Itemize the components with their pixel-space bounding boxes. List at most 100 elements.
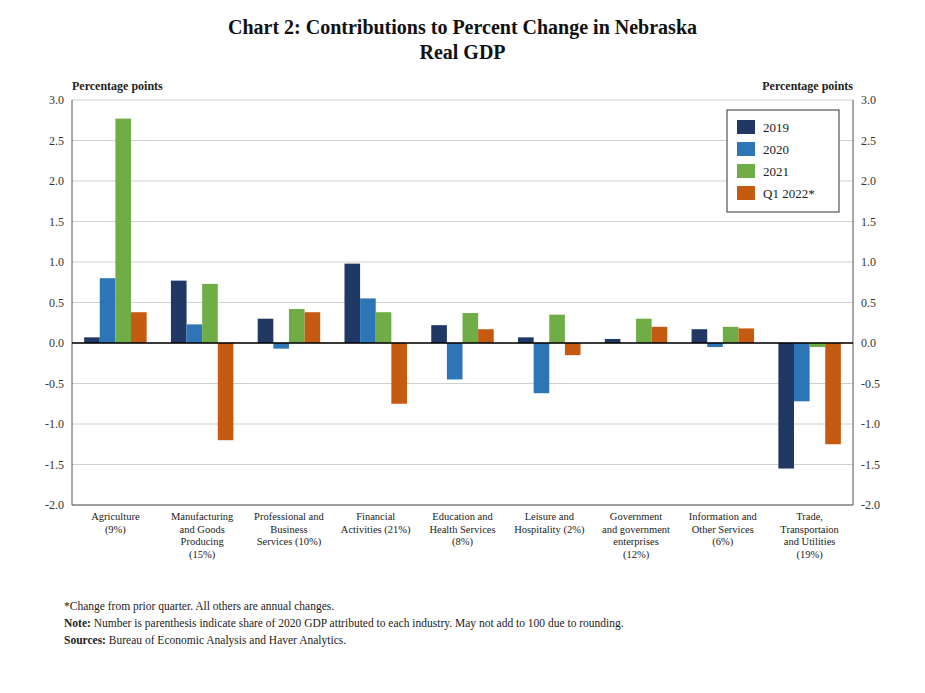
x-tick-label-line: Professional and <box>254 511 324 522</box>
bar <box>478 329 494 343</box>
footnote-part: *Change from prior quarter. All others a… <box>64 600 334 613</box>
x-axis-line <box>72 505 853 506</box>
bar <box>376 312 392 343</box>
y-tick-label: -1.0 <box>45 417 64 431</box>
title-line: Real GDP <box>419 41 505 63</box>
x-tick-label-line: and Utilities <box>784 536 836 547</box>
x-tick-label-line: Hospitality (2%) <box>514 524 585 536</box>
x-tick-label-line: enterprises <box>613 536 658 547</box>
bar <box>825 343 841 444</box>
series <box>84 264 794 469</box>
title-line: Chart 2: Contributions to Percent Change… <box>228 16 697 39</box>
x-tick-label-line: Health Services <box>429 524 495 535</box>
y-axis-label: Percentage points <box>72 79 163 93</box>
y2-axis-label: Percentage points <box>762 79 853 93</box>
bar <box>463 313 479 343</box>
x-tick-label-line: (6%) <box>712 536 733 548</box>
bar <box>131 312 147 343</box>
x-tick-label: Trade, Transportaionand Utilities (19%) <box>780 511 839 561</box>
legend-swatch <box>737 142 755 156</box>
y2-tick-label: -2.0 <box>861 498 880 512</box>
zero-line <box>72 342 853 344</box>
x-tick-label-line: (12%) <box>623 549 650 561</box>
bar <box>778 343 794 469</box>
x-tick-label-line: Financial <box>356 511 395 522</box>
bar <box>202 284 218 343</box>
bar <box>218 343 234 440</box>
footnote: Note: Number is parenthesis indicate sha… <box>64 617 624 630</box>
bar <box>565 343 581 355</box>
bar <box>723 327 739 343</box>
grid-line <box>72 262 853 263</box>
x-tick-label: Information andOther Services(6%) <box>689 511 758 548</box>
y-axis-line <box>72 100 73 505</box>
x-tick-label-line: and government <box>602 524 670 535</box>
y2-axis-line <box>853 100 854 505</box>
chart: Chart 2: Contributions to Percent Change… <box>0 0 925 693</box>
x-tick-label-line: Government <box>610 511 663 522</box>
x-tick-label: Leisure and Hospitality (2%) <box>514 511 585 536</box>
legend-box <box>727 110 839 212</box>
legend-swatch <box>737 164 755 178</box>
y2-tick-label: 0.5 <box>861 296 876 310</box>
y2-tick-label: -1.5 <box>861 458 880 472</box>
bar <box>100 278 116 343</box>
x-tick-label-line: Other Services <box>692 524 754 535</box>
x-tick-label-line: (19%) <box>796 549 823 561</box>
grid-line <box>72 424 853 425</box>
x-tick-label: Government and governmententerprises (12%) <box>602 511 670 561</box>
legend-label: 2019 <box>763 120 789 135</box>
bar <box>305 312 321 343</box>
x-tick-label: Manufacturingand GoodsProducing(15%) <box>171 511 234 561</box>
y-tick-label: 0.0 <box>49 336 64 350</box>
legend-swatch <box>737 186 755 200</box>
y2-tick-label: 2.0 <box>861 174 876 188</box>
grid-line <box>72 302 853 303</box>
bar <box>171 281 187 343</box>
y-tick-label: 1.0 <box>49 255 64 269</box>
footnote-part: Number is parenthesis indicate share of … <box>91 617 624 630</box>
bar <box>84 337 100 343</box>
legend: 201920202021Q1 2022* <box>727 110 839 212</box>
x-tick-label: Professional and BusinessServices (10%) <box>254 511 324 548</box>
y-tick-label: 0.5 <box>49 296 64 310</box>
y2-tick-label: 2.5 <box>861 134 876 148</box>
legend-label: 2021 <box>763 164 789 179</box>
footnote-part: Note: <box>64 617 91 629</box>
x-tick-label-line: Trade, <box>796 511 823 522</box>
y2-tick-label: -1.0 <box>861 417 880 431</box>
x-tick-label-line: Business <box>270 524 307 535</box>
bar <box>289 309 305 343</box>
y2-tick-label: 1.5 <box>861 215 876 229</box>
y-tick-label: 1.5 <box>49 215 64 229</box>
bar <box>738 328 754 343</box>
bar <box>360 298 376 343</box>
grid-line <box>72 100 853 101</box>
y-tick-label: -2.0 <box>45 498 64 512</box>
bar <box>258 319 274 343</box>
x-tick-label-line: Services (10%) <box>257 536 322 548</box>
footnote: *Change from prior quarter. All others a… <box>64 600 334 613</box>
bar <box>273 343 289 349</box>
bar <box>115 119 131 343</box>
y-tick-label: -1.5 <box>45 458 64 472</box>
y2-tick-label: -0.5 <box>861 377 880 391</box>
x-tick-label-line: Education and <box>432 511 493 522</box>
grid-line <box>72 221 853 222</box>
x-tick-label-line: (8%) <box>452 536 473 548</box>
series <box>100 278 810 401</box>
x-tick-label-line: Manufacturing <box>171 511 234 522</box>
x-tick-label-line: Transportaion <box>780 524 839 535</box>
y2-tick-label: 1.0 <box>861 255 876 269</box>
bar <box>692 329 708 343</box>
x-tick-label-line: (9%) <box>105 524 126 536</box>
x-tick-label: FinancialActivities (21%) <box>341 511 411 536</box>
bar <box>549 315 565 343</box>
legend-swatch <box>737 120 755 134</box>
bar <box>344 264 360 343</box>
x-tick-label-line: Leisure and <box>525 511 575 522</box>
bar <box>518 337 534 343</box>
y-tick-label: -0.5 <box>45 377 64 391</box>
bar <box>534 343 550 393</box>
y2-tick-label: 0.0 <box>861 336 876 350</box>
